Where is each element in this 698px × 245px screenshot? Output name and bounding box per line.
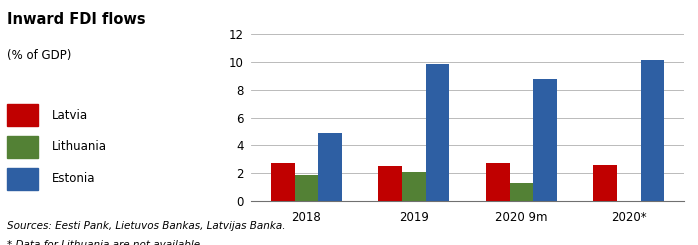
Bar (318, 133, 342, 201)
Bar (378, 166, 402, 201)
Bar (533, 79, 557, 201)
Bar (295, 175, 318, 201)
Text: Latvia: Latvia (52, 109, 89, 122)
Text: Lithuania: Lithuania (52, 140, 107, 154)
Text: (% of GDP): (% of GDP) (7, 49, 71, 62)
Text: Sources: Eesti Pank, Lietuvos Bankas, Latvijas Banka.: Sources: Eesti Pank, Lietuvos Bankas, La… (7, 220, 285, 231)
Text: * Data for Lithuania are not available.: * Data for Lithuania are not available. (7, 240, 203, 245)
Bar (271, 163, 295, 201)
Text: Inward FDI flows: Inward FDI flows (7, 12, 146, 27)
Bar (402, 172, 426, 201)
Bar (426, 64, 450, 201)
Bar (593, 166, 617, 201)
Bar (641, 60, 664, 201)
Bar (510, 183, 533, 201)
Text: Estonia: Estonia (52, 172, 96, 185)
Bar (486, 163, 510, 201)
